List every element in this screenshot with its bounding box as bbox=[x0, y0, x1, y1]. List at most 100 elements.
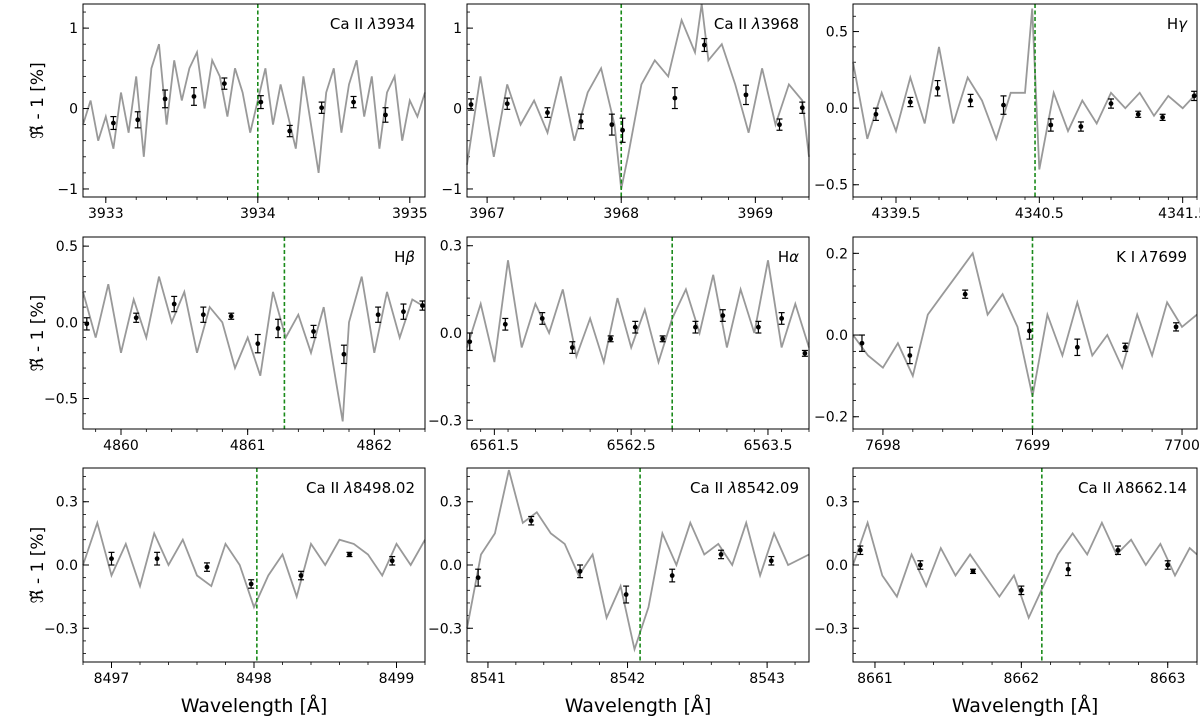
errorbar-point bbox=[419, 300, 426, 311]
errorbar-point bbox=[171, 295, 178, 313]
spectrum-line bbox=[852, 8, 1198, 170]
errorbar-point bbox=[475, 568, 482, 587]
errorbar-point bbox=[310, 324, 317, 339]
data-point bbox=[672, 95, 678, 101]
errorbar-point bbox=[701, 37, 708, 53]
data-point bbox=[720, 313, 726, 318]
errorbar-point bbox=[659, 335, 666, 343]
panel-8: −0.3 0.0 0.3 8541 8542 8543 Ca II λ8542.09 bbox=[428, 467, 810, 687]
data-point bbox=[347, 552, 352, 557]
data-point bbox=[718, 552, 724, 557]
data-point bbox=[917, 562, 923, 568]
plot-area bbox=[853, 468, 1197, 662]
errorbar-point bbox=[346, 551, 353, 558]
errorbar-point bbox=[857, 545, 864, 556]
data-point bbox=[528, 518, 534, 524]
errorbar-point bbox=[133, 312, 140, 323]
x-tick-label: 7698 bbox=[865, 438, 901, 454]
y-tick-label: 0.0 bbox=[826, 328, 848, 344]
errorbar-point bbox=[248, 579, 255, 589]
errorbar-point bbox=[389, 555, 396, 566]
y-tick-label: −0.5 bbox=[44, 392, 78, 408]
data-point bbox=[623, 592, 629, 597]
data-point bbox=[111, 120, 116, 126]
errorbar-point bbox=[967, 93, 974, 108]
x-tick-label: 3934 bbox=[240, 206, 276, 222]
x-axis-label: Wavelength [Å] bbox=[952, 694, 1099, 717]
y-tick-label: 0.3 bbox=[826, 495, 848, 511]
errorbar-point bbox=[1047, 118, 1054, 132]
errorbar-point bbox=[1135, 110, 1142, 118]
errorbar-point bbox=[286, 124, 293, 138]
data-point bbox=[248, 581, 254, 587]
x-tick-label: 8542 bbox=[610, 671, 646, 687]
axes-frame bbox=[82, 3, 426, 198]
data-point bbox=[228, 313, 234, 319]
y-tick-label: 0.0 bbox=[440, 326, 462, 342]
y-tick-label: 0.0 bbox=[56, 558, 78, 574]
data-point bbox=[171, 301, 177, 307]
data-point bbox=[389, 558, 395, 564]
panel-7: −0.3 0.0 0.3 8497 8498 8499 Ca II λ8498.02 bbox=[44, 467, 426, 687]
x-tick-label: 3969 bbox=[738, 206, 774, 222]
y-tick-label: 0 bbox=[453, 102, 462, 118]
axes-frame bbox=[82, 236, 426, 430]
spectrum-line bbox=[852, 519, 1198, 621]
data-point bbox=[162, 96, 168, 102]
x-tick-label: 3967 bbox=[469, 206, 505, 222]
data-point bbox=[857, 547, 863, 553]
errorbar-point bbox=[934, 79, 941, 97]
x-tick-label: 8663 bbox=[1150, 671, 1186, 687]
data-point bbox=[221, 81, 227, 87]
data-point bbox=[258, 99, 264, 105]
data-point bbox=[255, 341, 261, 347]
x-tick-label: 6562.5 bbox=[607, 438, 656, 454]
y-axis-label: ℜ̃ - 1 [%] bbox=[28, 62, 48, 138]
data-point bbox=[578, 119, 584, 124]
errorbar-point bbox=[200, 306, 207, 323]
errorbar-point bbox=[917, 560, 924, 570]
panel-6: −0.2 0.0 0.2 7698 7699 7700 K I λ7699 bbox=[814, 236, 1200, 454]
errorbar-point bbox=[1000, 95, 1007, 115]
data-point bbox=[907, 353, 913, 358]
spectrum-line bbox=[852, 251, 1198, 397]
errorbar-point bbox=[544, 107, 551, 118]
data-point bbox=[608, 336, 614, 342]
y-axis-label: ℜ̃ - 1 [%] bbox=[28, 527, 48, 603]
x-tick-label: 4340.5 bbox=[1015, 206, 1064, 222]
errorbar-point bbox=[318, 101, 325, 114]
errorbar-point bbox=[608, 113, 615, 136]
errorbar-point bbox=[228, 312, 235, 320]
data-point bbox=[962, 291, 968, 297]
axes-frame bbox=[852, 3, 1198, 198]
data-point bbox=[968, 98, 973, 103]
errorbar-point bbox=[768, 555, 775, 566]
panel-1: −1 0 1 3933 3934 3935 Ca II λ3934 bbox=[57, 3, 428, 222]
errorbar-point bbox=[755, 320, 762, 334]
spectrum-line bbox=[466, 3, 810, 190]
errorbar-point bbox=[1018, 585, 1025, 596]
errorbar-point bbox=[1026, 322, 1033, 340]
data-point bbox=[873, 111, 879, 117]
panel-title: Ca II λ8498.02 bbox=[306, 479, 415, 497]
errorbar-point bbox=[577, 564, 584, 579]
data-point bbox=[539, 316, 545, 321]
data-point bbox=[1018, 587, 1024, 593]
y-tick-label: 0.2 bbox=[826, 246, 848, 262]
y-tick-label: −0.3 bbox=[428, 413, 462, 429]
data-point bbox=[632, 324, 638, 330]
data-point bbox=[1048, 122, 1054, 128]
data-point bbox=[779, 316, 785, 321]
errorbar-point bbox=[801, 349, 808, 357]
data-point bbox=[1165, 562, 1171, 568]
data-point bbox=[545, 110, 550, 115]
errorbar-point bbox=[221, 77, 228, 90]
data-point bbox=[660, 336, 666, 342]
errorbar-point bbox=[375, 306, 382, 323]
errorbar-point bbox=[298, 570, 305, 581]
panel-title: K I λ7699 bbox=[1116, 248, 1187, 266]
data-point bbox=[1115, 547, 1121, 553]
y-tick-label: 0.0 bbox=[826, 101, 848, 117]
errorbar-point bbox=[350, 95, 357, 109]
